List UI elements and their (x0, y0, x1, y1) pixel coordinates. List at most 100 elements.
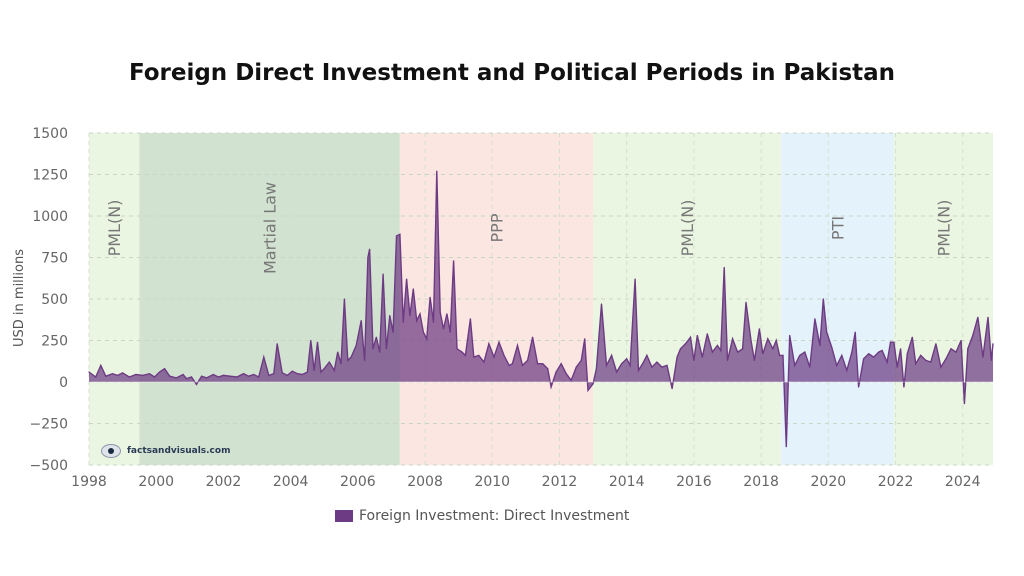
data-point (385, 348, 387, 350)
data-point (767, 338, 769, 340)
eye-icon (101, 444, 121, 458)
data-point (159, 371, 161, 373)
data-point (858, 386, 860, 388)
data-point (851, 351, 853, 353)
data-point (402, 321, 404, 323)
data-point (206, 377, 208, 379)
x-tick-label: 2008 (407, 474, 443, 490)
data-point (955, 351, 957, 353)
data-point (679, 348, 682, 350)
data-point (772, 348, 774, 350)
period-label-1: Martial Law (261, 182, 280, 274)
x-tick-label: 2018 (743, 474, 779, 490)
data-point (626, 358, 628, 360)
data-point (977, 316, 979, 318)
data-point (416, 320, 418, 322)
data-point (316, 341, 319, 343)
data-point (436, 170, 438, 172)
data-point (987, 316, 989, 318)
data-point (809, 366, 811, 368)
watermark: factsandvisuals.com (101, 444, 230, 458)
data-point (169, 375, 171, 377)
data-point (493, 356, 495, 358)
data-point (676, 356, 678, 358)
data-point (392, 331, 394, 333)
data-point (469, 318, 471, 320)
data-point (893, 341, 895, 343)
data-point (406, 278, 408, 280)
data-point (217, 376, 219, 378)
data-point (111, 373, 114, 375)
data-point (726, 359, 729, 361)
data-point (737, 351, 739, 353)
data-point (992, 343, 994, 345)
data-point (925, 359, 927, 361)
data-point (122, 372, 124, 374)
period-label-2: PPP (487, 213, 506, 242)
data-point (88, 371, 90, 373)
data-point (185, 378, 188, 380)
data-point (701, 356, 703, 358)
data-point (328, 361, 330, 363)
data-point (716, 344, 719, 347)
data-point (794, 364, 796, 366)
data-point (637, 369, 640, 371)
data-point (542, 363, 544, 365)
period-label-4: PTI (829, 216, 848, 240)
data-point (584, 338, 586, 340)
y-tick-label: 250 (41, 334, 68, 350)
x-tick-label: 2002 (206, 474, 242, 490)
period-label-3: PML(N) (678, 200, 697, 257)
y-tick-label: −500 (30, 458, 68, 474)
data-point (575, 366, 577, 368)
data-point (750, 339, 752, 342)
data-point (878, 351, 880, 353)
data-point (920, 354, 922, 356)
period-band-3 (593, 133, 782, 465)
data-point (758, 328, 761, 330)
data-point (343, 298, 345, 300)
data-point (503, 354, 505, 356)
data-point (409, 315, 411, 317)
data-point (508, 364, 510, 366)
data-point (972, 334, 974, 337)
data-point (868, 353, 870, 355)
data-point (935, 343, 937, 345)
data-point (323, 368, 325, 370)
data-point (789, 334, 791, 337)
series-line-0 (88, 171, 994, 447)
data-point (565, 373, 567, 375)
x-tick-label: 2010 (474, 474, 510, 490)
data-point (836, 364, 838, 366)
data-point (306, 371, 308, 373)
data-point (375, 336, 377, 338)
data-point (560, 363, 562, 365)
data-point (135, 373, 137, 376)
data-point (896, 366, 898, 368)
data-point (651, 366, 653, 368)
data-point (621, 363, 623, 365)
data-point (333, 369, 335, 371)
x-tick-label: 2016 (676, 474, 712, 490)
y-tick-label: 750 (41, 251, 68, 267)
data-point (105, 375, 107, 377)
data-point (684, 343, 687, 345)
data-point (532, 336, 534, 338)
data-point (616, 371, 618, 373)
data-point (819, 344, 821, 347)
x-axis-ticks: 1998 2000 2002 2004 2006 2008 2010 2012 2014 2016… (71, 474, 980, 490)
data-point (782, 354, 784, 356)
fdi-series (88, 170, 994, 448)
data-point (372, 348, 374, 350)
data-point (364, 359, 366, 361)
legend[interactable]: Foreign Investment: Direct Investment (335, 508, 629, 524)
period-band-2 (399, 133, 594, 465)
data-point (382, 273, 384, 275)
data-point (117, 374, 119, 376)
x-tick-label: 2000 (138, 474, 174, 490)
data-point (634, 278, 636, 280)
data-point (960, 339, 962, 342)
data-point (153, 376, 156, 378)
data-point (886, 361, 888, 363)
x-tick-label: 2014 (609, 474, 645, 490)
